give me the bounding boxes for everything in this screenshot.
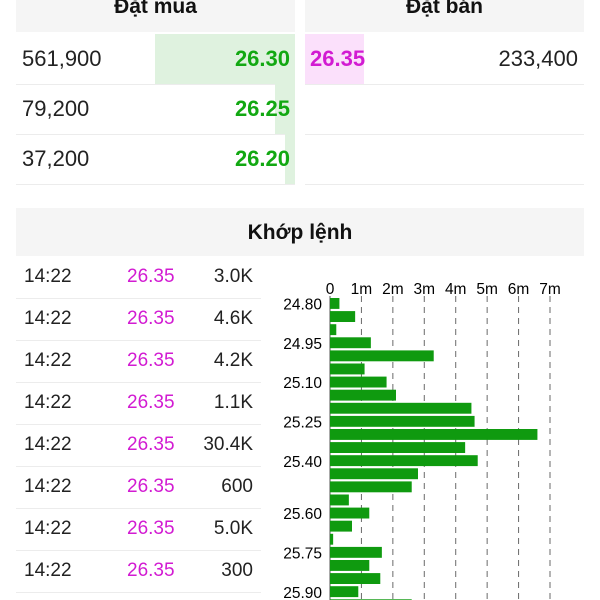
y-tick-label: 25.10 (283, 375, 322, 392)
x-tick-label: 0 (326, 281, 335, 298)
y-tick-label: 24.95 (283, 336, 322, 353)
trade-time: 14:22 (24, 518, 72, 539)
x-tick-label: 4m (445, 281, 467, 298)
y-tick-label: 25.40 (283, 454, 322, 471)
volume-bar (330, 468, 418, 480)
ask-header-bar (305, 0, 584, 32)
volume-bar (330, 481, 412, 493)
volume-bar (330, 455, 478, 467)
bid-header: Đặt mua (114, 0, 197, 18)
bid-header-bar (16, 0, 295, 32)
bid-row[interactable]: 79,200 26.25 (16, 84, 295, 135)
volume-bar (330, 533, 334, 545)
bid-volume: 37,200 (22, 146, 90, 171)
volume-bar (330, 429, 538, 440)
volume-bar (330, 337, 371, 349)
trade-volume: 4.6K (213, 308, 253, 329)
bid-volume: 561,900 (22, 46, 102, 71)
trade-price: 26.35 (127, 392, 175, 413)
volume-bar (330, 560, 370, 571)
volume-bar (330, 415, 475, 427)
volume-profile-chart: 0 1m 2m 3m 4m 5m 6m 7m 24.80 24.95 25.10 25.25 25.40… (283, 281, 561, 600)
y-tick-label: 25.25 (283, 414, 322, 431)
volume-bar (330, 573, 381, 584)
y-tick-label: 25.90 (283, 585, 322, 600)
x-tick-label: 3m (414, 281, 436, 298)
bid-row[interactable]: 37,200 26.20 (16, 134, 295, 185)
trade-volume: 3.0K (213, 266, 253, 287)
y-tick-label: 24.80 (283, 297, 322, 314)
bid-row[interactable]: 561,900 26.30 (16, 34, 295, 85)
x-tick-label: 7m (539, 281, 561, 298)
volume-bar (330, 494, 349, 506)
y-tick-label: 25.60 (283, 506, 322, 523)
volume-bar (330, 389, 396, 401)
bid-price: 26.20 (234, 146, 290, 171)
trade-row: 14:22 26.35 30.4K (16, 424, 261, 467)
ask-header: Đặt bán (405, 0, 483, 18)
volume-bar (330, 520, 352, 532)
trade-row: 14:22 26.35 1.1K (16, 382, 261, 425)
volume-bar (330, 402, 472, 414)
ask-row (305, 134, 584, 185)
trade-volume: 30.4K (203, 434, 253, 455)
trade-price: 26.35 (127, 434, 175, 455)
trade-row: 14:22 26.35 300 (16, 550, 261, 593)
x-tick-label: 5m (476, 281, 498, 298)
volume-bar (330, 376, 387, 388)
bid-volume: 79,200 (22, 96, 90, 121)
x-tick-label: 1m (351, 281, 373, 298)
bid-depth-bar (275, 84, 295, 134)
y-tick-label: 25.75 (283, 545, 322, 562)
volume-bar (330, 586, 359, 598)
bid-depth-bar (285, 134, 295, 184)
volume-bar (330, 442, 466, 453)
trade-volume: 300 (221, 560, 253, 581)
x-tick-label: 6m (508, 281, 530, 298)
trade-time: 14:22 (24, 392, 72, 413)
trade-volume: 4.2K (213, 350, 253, 371)
trade-time: 14:22 (24, 476, 72, 497)
trade-time: 14:22 (24, 350, 72, 371)
trade-price: 26.35 (127, 350, 175, 371)
volume-bar (330, 363, 365, 375)
trade-time: 14:22 (24, 266, 72, 287)
ask-row (305, 84, 584, 135)
trade-volume: 5.0K (213, 518, 253, 539)
volume-bar (330, 311, 356, 322)
ask-price: 26.35 (310, 46, 366, 71)
trade-row: 14:22 26.35 4.6K (16, 298, 261, 341)
matched-header-bar (16, 208, 584, 256)
x-tick-label: 2m (382, 281, 404, 298)
trade-price: 26.35 (127, 518, 175, 539)
volume-bar (330, 324, 337, 336)
trade-price: 26.35 (127, 308, 175, 329)
trade-volume: 600 (221, 476, 253, 497)
trade-row: 14:22 26.35 3.0K (16, 256, 261, 299)
bid-price: 26.30 (234, 46, 290, 71)
bid-depth-bar (155, 34, 295, 84)
trade-price: 26.35 (127, 266, 175, 287)
trade-row: 14:22 26.35 5.0K (16, 508, 261, 551)
volume-bar (330, 350, 434, 362)
trade-price: 26.35 (127, 560, 175, 581)
volume-bar (330, 298, 340, 309)
trade-price: 26.35 (127, 476, 175, 497)
trade-row: 14:22 26.35 600 (16, 466, 261, 509)
trade-time: 14:22 (24, 560, 72, 581)
ask-volume: 233,400 (498, 46, 578, 71)
trade-row: 14:22 26.35 4.2K (16, 340, 261, 383)
trade-time: 14:22 (24, 308, 72, 329)
trade-time: 14:22 (24, 434, 72, 455)
matched-title: Khớp lệnh (247, 221, 353, 244)
volume-bar (330, 546, 382, 558)
ask-row[interactable]: 26.35 233,400 (305, 34, 584, 85)
bid-price: 26.25 (234, 96, 290, 121)
volume-bar (330, 507, 370, 519)
trade-volume: 1.1K (213, 392, 253, 413)
ask-depth-bar (305, 34, 364, 84)
